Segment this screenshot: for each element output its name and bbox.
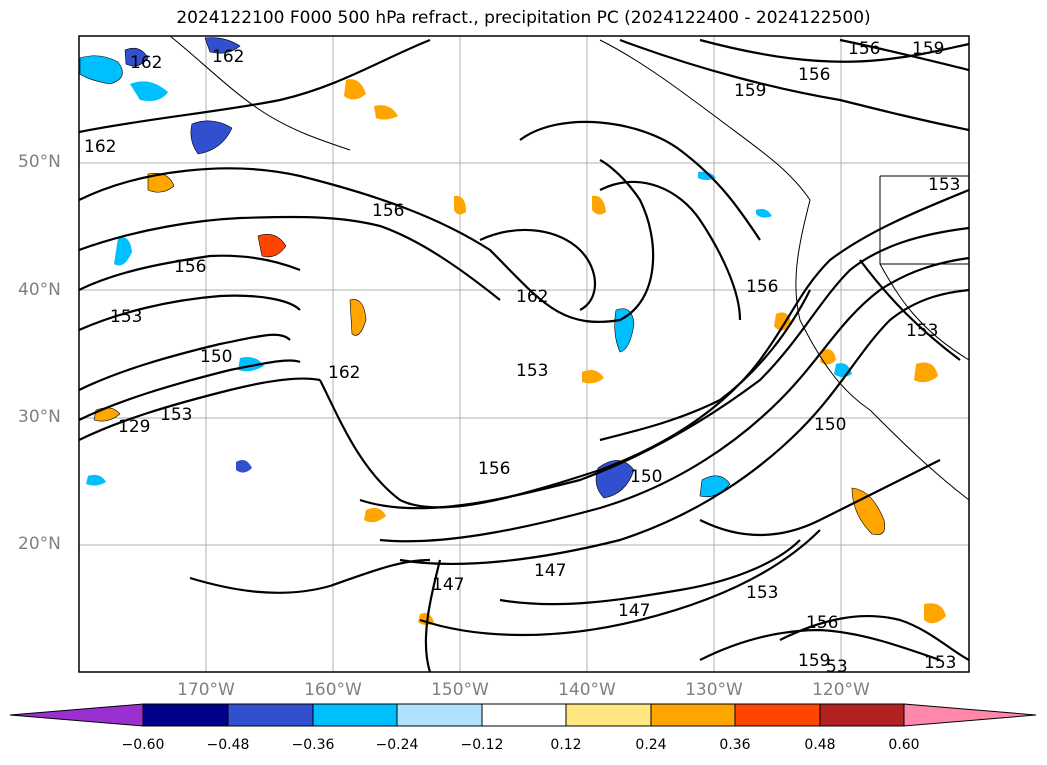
colorbar-tick: −0.12 <box>460 737 504 753</box>
lat-label: 30°N <box>18 407 61 427</box>
colorbar-segment <box>819 703 905 727</box>
colorbar-segment <box>481 703 567 727</box>
contour-label: 156 <box>174 257 206 277</box>
contour-label: 153 <box>110 307 142 327</box>
contour-label: 153 <box>906 321 938 341</box>
contour-label: 147 <box>432 575 464 595</box>
lon-label: 130°W <box>685 680 743 700</box>
contour-label: 156 <box>848 39 880 59</box>
lat-label: 40°N <box>18 280 61 300</box>
refractivity-contours <box>78 38 970 673</box>
colorbar-segment <box>142 703 229 727</box>
colorbar-segment <box>312 703 398 727</box>
contour-label: 53 <box>826 657 848 677</box>
contour-label: 162 <box>212 47 244 67</box>
colorbar-tick: −0.48 <box>206 737 250 753</box>
contour-label: 159 <box>798 651 830 671</box>
colorbar-segment <box>734 703 821 727</box>
colorbar-segment <box>650 703 736 727</box>
colorbar-segment <box>9 703 144 727</box>
colorbar-tick: −0.36 <box>291 737 335 753</box>
contour-label: 150 <box>814 415 846 435</box>
contour-label: 156 <box>372 201 404 221</box>
lon-label: 150°W <box>431 680 489 700</box>
lat-label: 50°N <box>18 152 61 172</box>
colorbar-segment <box>565 703 652 727</box>
lon-label: 120°W <box>812 680 870 700</box>
contour-label: 150 <box>630 467 662 487</box>
colorbar-tick: 0.48 <box>804 737 836 753</box>
contour-label: 156 <box>478 459 510 479</box>
contour-label: 162 <box>84 137 116 157</box>
contour-label-group: 162 162 156 159 156 159 162 153 156 156 … <box>84 39 960 677</box>
contour-label: 162 <box>516 287 548 307</box>
contour-label: 147 <box>534 561 566 581</box>
contour-label: 156 <box>798 65 830 85</box>
colorbar-tick: −0.60 <box>121 737 165 753</box>
contour-label: 159 <box>912 39 944 59</box>
contour-label: 162 <box>328 363 360 383</box>
colorbar-tick: 0.12 <box>550 737 582 753</box>
contour-label: 147 <box>618 601 650 621</box>
contour-label: 153 <box>160 405 192 425</box>
contour-label: 153 <box>746 583 778 603</box>
colorbar-tick: 0.24 <box>635 737 667 753</box>
map-border <box>78 35 970 673</box>
coastlines <box>169 35 970 501</box>
contour-label: 150 <box>200 347 232 367</box>
contour-label: 159 <box>734 81 766 101</box>
lon-label: 140°W <box>558 680 616 700</box>
lon-label: 160°W <box>304 680 362 700</box>
colorbar-segment <box>903 703 1037 727</box>
contour-label: 153 <box>924 653 956 673</box>
map-title: 2024122100 F000 500 hPa refract., precip… <box>176 8 871 28</box>
colorbar-segment <box>227 703 314 727</box>
colorbar-tick: −0.24 <box>375 737 419 753</box>
contour-label: 156 <box>746 277 778 297</box>
gridlines <box>79 36 969 672</box>
contour-label: 156 <box>806 613 838 633</box>
colorbar-segment <box>396 703 483 727</box>
contour-label: 153 <box>516 361 548 381</box>
contour-label: 153 <box>928 175 960 195</box>
colorbar <box>9 703 1037 727</box>
contour-label: 162 <box>130 53 162 73</box>
lon-label: 170°W <box>177 680 235 700</box>
colorbar-tick: 0.60 <box>888 737 920 753</box>
contour-label: 129 <box>118 417 150 437</box>
lat-label: 20°N <box>18 534 61 554</box>
colorbar-tick: 0.36 <box>719 737 751 753</box>
